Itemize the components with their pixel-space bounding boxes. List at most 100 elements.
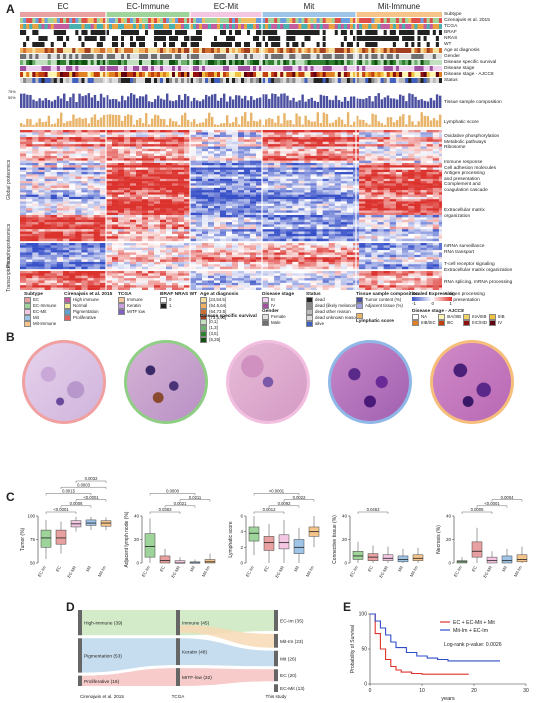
heatmap-cell	[190, 215, 197, 218]
annotation-cell	[214, 18, 218, 23]
heatmap-cell	[346, 176, 354, 180]
annotation-cell	[295, 36, 299, 41]
heatmap-cell	[274, 130, 281, 133]
heatmap-cell	[118, 212, 125, 216]
heatmap-cell	[298, 226, 305, 230]
annotation-cell	[26, 30, 30, 35]
annotation-cell	[175, 60, 179, 65]
annotation-cell	[151, 60, 155, 65]
annotation-cell	[23, 54, 27, 59]
heatmap-cell	[99, 194, 107, 198]
heatmap-cell	[298, 194, 305, 198]
heatmap-cell	[414, 174, 421, 177]
heatmap-cell	[426, 165, 434, 168]
annotation-cell	[81, 36, 85, 41]
heatmap-cell	[172, 144, 179, 147]
annotation-cell	[93, 42, 98, 47]
heatmap-cell	[136, 144, 143, 147]
heatmap-cell	[20, 130, 27, 133]
heatmap-cell	[365, 141, 372, 145]
heatmap-cell	[232, 190, 239, 193]
annotation-cell	[307, 48, 311, 53]
heatmap-cell	[44, 203, 52, 207]
heatmap-cell	[402, 226, 409, 230]
annotation-cell	[386, 78, 391, 83]
annotation-cell	[41, 66, 45, 71]
annotation-cell	[374, 18, 378, 23]
annotation-cell	[362, 78, 366, 83]
heatmap-cell	[44, 151, 52, 154]
lymph-bar	[226, 115, 229, 127]
annotation-cell	[229, 36, 233, 41]
heatmap-cell	[50, 172, 58, 175]
heatmap-cell	[160, 190, 167, 193]
heatmap-cell	[63, 226, 70, 230]
heatmap-cell	[371, 132, 378, 135]
annotation-cell	[217, 60, 221, 65]
heatmap-cell	[50, 205, 58, 209]
heatmap-cell	[69, 153, 76, 157]
heatmap-cell	[202, 208, 209, 211]
annotation-cell	[325, 42, 330, 47]
annotation-cell	[295, 48, 299, 53]
annotation-cell	[211, 66, 215, 71]
heatmap-cell	[130, 208, 137, 211]
annotation-cell	[389, 18, 394, 23]
heatmap-cell	[184, 203, 191, 207]
heatmap-cell	[238, 181, 245, 184]
annotation-cell	[127, 66, 131, 71]
heatmap-cell	[383, 132, 391, 135]
annotation-cell	[181, 48, 185, 53]
heatmap-cell	[93, 192, 101, 195]
heatmap-cell	[232, 176, 239, 180]
annotation-cell	[142, 60, 146, 65]
heatmap-cell	[250, 222, 257, 225]
heatmap-cell	[226, 224, 233, 228]
annotation-cell	[244, 66, 248, 71]
heatmap-cell	[389, 203, 397, 207]
annotation-cell	[280, 36, 284, 41]
annotation-cell	[289, 18, 293, 23]
tissue-bar	[259, 97, 262, 108]
heatmap-cell	[142, 141, 149, 145]
heatmap-cell	[432, 132, 440, 135]
heatmap-cell	[256, 185, 263, 189]
annotation-cell	[365, 72, 369, 77]
heatmap-cell	[214, 158, 221, 161]
annotation-cell	[81, 30, 85, 35]
heatmap-cell	[322, 212, 330, 216]
heatmap-cell	[202, 226, 209, 230]
annotation-cell	[69, 24, 73, 29]
heatmap-cell	[44, 201, 52, 204]
heatmap-cell	[184, 181, 191, 184]
heatmap-cell	[395, 176, 403, 180]
annotation-cell	[172, 42, 176, 47]
heatmap-cell	[346, 222, 354, 225]
heatmap-cell	[202, 160, 209, 164]
heatmap-cell	[99, 215, 107, 218]
heatmap-cell	[250, 155, 257, 159]
subtype-cell	[63, 12, 67, 17]
heatmap-cell	[226, 208, 233, 211]
heatmap-cell	[50, 151, 58, 154]
heatmap-cell	[292, 187, 299, 191]
annotation-cell	[163, 72, 167, 77]
heatmap-cell	[292, 141, 299, 145]
heatmap-cell	[202, 201, 209, 204]
tissue-bar	[99, 93, 103, 108]
heatmap-cell	[377, 167, 384, 170]
annotation-cell	[438, 36, 442, 41]
heatmap-cell	[310, 183, 317, 186]
heatmap-cell	[56, 187, 64, 191]
heatmap-cell	[383, 224, 391, 228]
annotation-cell	[163, 60, 167, 65]
annotation-cell	[265, 24, 269, 29]
heatmap-cell	[280, 141, 287, 145]
heatmap-cell	[340, 134, 348, 138]
heatmap-cell	[20, 132, 27, 135]
annotation-cell	[256, 60, 260, 65]
annotation-cell	[109, 48, 113, 53]
heatmap-cell	[63, 141, 70, 145]
annotation-cell	[386, 72, 391, 77]
heatmap-cell	[438, 167, 442, 170]
